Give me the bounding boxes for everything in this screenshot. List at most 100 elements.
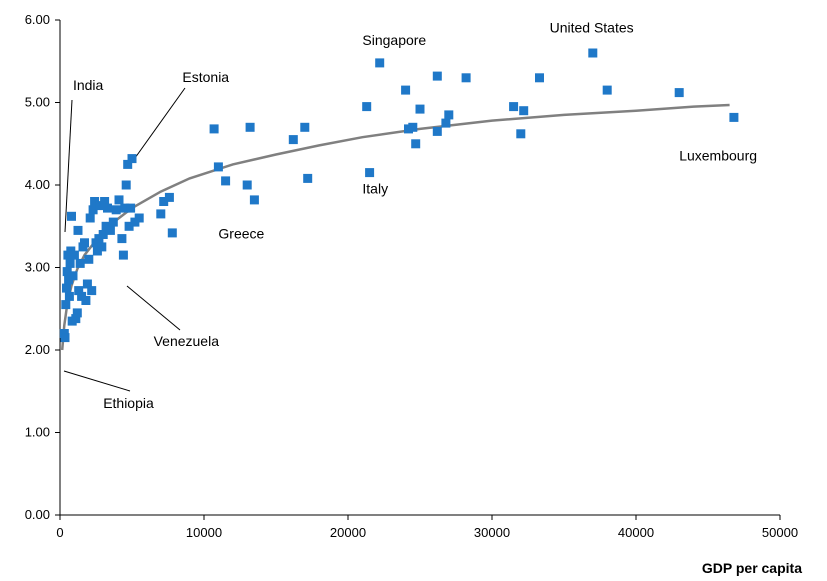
annotation-label: Luxembourg [679, 147, 757, 163]
data-point [509, 102, 519, 112]
x-axis-label: GDP per capita [702, 560, 802, 576]
data-point [432, 126, 442, 136]
data-point [80, 238, 89, 248]
data-point [401, 85, 411, 95]
data-point [75, 258, 85, 268]
data-point [68, 271, 78, 281]
data-point [123, 159, 133, 169]
data-point [118, 250, 128, 260]
data-point [97, 242, 107, 252]
data-point [84, 254, 94, 264]
data-point [300, 122, 310, 132]
data-point [303, 173, 313, 183]
trend-line-layer [60, 103, 730, 351]
annotation-label: Ethiopia [103, 395, 154, 411]
data-point [441, 118, 451, 128]
ticks: 0.00 1.00 2.00 3.00 4.00 5.00 6.00 0 10000 20000 3… [25, 12, 798, 540]
data-point [81, 296, 91, 305]
annotation-label: United States [550, 19, 634, 35]
leader-line [126, 285, 181, 331]
data-point [588, 48, 598, 58]
data-point [61, 300, 71, 310]
data-point [98, 230, 108, 239]
data-point [62, 283, 71, 293]
annotation-label: Singapore [362, 32, 426, 48]
data-point [126, 203, 136, 213]
data-point [602, 85, 612, 95]
annotations-layer: India Estonia Singapore United States Luxemb… [73, 19, 757, 410]
data-point [164, 192, 174, 202]
data-point [73, 225, 83, 235]
data-point [85, 213, 95, 223]
data-point [245, 122, 255, 132]
trend-line [60, 103, 730, 351]
data-point [134, 213, 144, 223]
y-tick-label: 2.00 [25, 342, 50, 357]
data-point [674, 88, 684, 98]
data-point [288, 135, 298, 145]
annotation-label: Greece [218, 226, 264, 242]
y-tick-label: 4.00 [25, 177, 50, 192]
data-point [408, 122, 418, 132]
data-point [362, 102, 372, 112]
data-point [111, 205, 121, 215]
data-point [60, 333, 70, 343]
data-point [71, 314, 81, 324]
x-tick-label: 50000 [762, 525, 798, 540]
data-point [82, 279, 92, 289]
data-point [103, 203, 112, 213]
y-tick-label: 1.00 [25, 425, 50, 440]
data-point [156, 209, 166, 219]
x-tick-label: 20000 [330, 525, 366, 540]
data-point [90, 197, 100, 206]
data-point [415, 104, 425, 114]
data-point [365, 168, 375, 178]
data-point [100, 197, 110, 206]
y-tick-label: 6.00 [25, 12, 50, 27]
x-tick-label: 0 [56, 525, 63, 540]
axes [59, 20, 780, 516]
data-point [167, 228, 177, 238]
data-point [62, 267, 72, 277]
x-tick-label: 40000 [618, 525, 654, 540]
data-point [519, 106, 529, 116]
y-tick-label: 0.00 [25, 507, 50, 522]
data-point [432, 71, 442, 81]
data-point [209, 124, 219, 134]
data-point [72, 308, 82, 318]
data-point [242, 180, 252, 190]
data-point [411, 139, 421, 149]
data-point [729, 112, 739, 122]
y-tick-label: 3.00 [25, 260, 50, 275]
data-point [87, 286, 97, 296]
annotation-label: Venezuela [154, 333, 220, 349]
data-point [65, 258, 75, 268]
data-point [120, 203, 130, 213]
data-point [213, 162, 223, 172]
data-point [117, 234, 127, 244]
annotation-label: Estonia [182, 69, 229, 85]
leader-line [63, 370, 131, 392]
data-point [535, 73, 544, 83]
data-point [108, 217, 118, 227]
data-point [105, 225, 115, 235]
data-point [124, 221, 134, 231]
data-point [375, 58, 385, 68]
data-point [159, 197, 169, 206]
data-points-layer [59, 48, 739, 343]
annotation-leader-lines [63, 87, 186, 392]
data-point [127, 154, 137, 164]
data-point [444, 110, 454, 120]
data-point [67, 211, 76, 221]
data-point [121, 180, 131, 190]
data-point [114, 195, 124, 205]
leader-line [129, 87, 186, 166]
data-point [74, 286, 84, 296]
data-point [516, 129, 526, 139]
annotation-label: Italy [362, 180, 388, 196]
data-point [88, 205, 98, 215]
x-tick-label: 10000 [186, 525, 222, 540]
annotation-label: India [73, 77, 104, 93]
data-point [249, 195, 259, 205]
